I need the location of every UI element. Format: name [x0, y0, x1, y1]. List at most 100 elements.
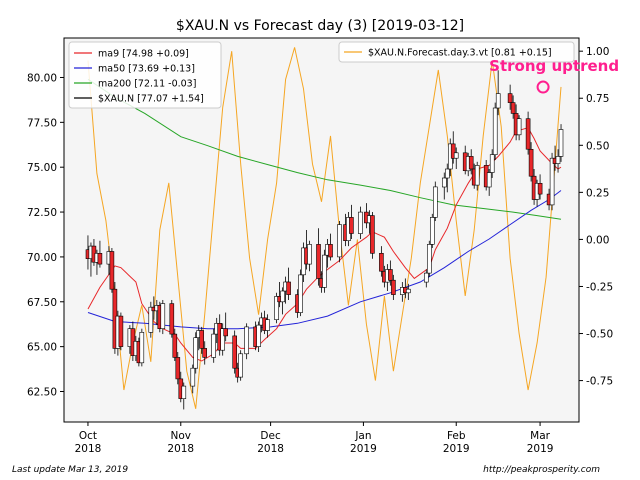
- candle: [450, 131, 456, 164]
- candle-body: [172, 333, 178, 358]
- annotation-text: Strong uptrend: [489, 57, 619, 75]
- candle: [139, 328, 145, 367]
- candle: [555, 149, 561, 173]
- forecast-line: [87, 47, 562, 409]
- candle: [109, 247, 115, 293]
- candle-body: [495, 93, 501, 109]
- y-left-tick-label: 65.00: [27, 342, 57, 354]
- candle: [118, 312, 124, 351]
- legend-left-box: [68, 41, 222, 109]
- legend-label: ma9 [74.98 +0.09]: [98, 49, 189, 60]
- candle-body: [328, 244, 333, 258]
- candle: [220, 323, 225, 356]
- candle: [169, 299, 175, 338]
- candle: [190, 364, 196, 394]
- candle-body: [489, 154, 495, 173]
- candle: [441, 172, 447, 200]
- candle: [426, 240, 432, 277]
- candle: [256, 321, 261, 353]
- candle-body: [223, 328, 228, 337]
- candle-body: [429, 217, 435, 245]
- candle: [423, 269, 429, 288]
- candle: [525, 111, 531, 155]
- candle-body: [444, 168, 450, 179]
- candle-body: [169, 303, 175, 335]
- candle: [211, 328, 216, 363]
- legend-right-box: [338, 41, 575, 63]
- candle: [349, 204, 354, 239]
- candle: [495, 70, 501, 116]
- footer-last-update: Last update Mar 13, 2019: [12, 465, 128, 475]
- footer-source-url: http://peakprosperity.com: [483, 465, 600, 475]
- x-tick-month: Nov: [171, 430, 192, 442]
- candle-body: [286, 281, 291, 295]
- candle-body: [298, 274, 303, 313]
- candle-body: [528, 149, 534, 177]
- chart-title: $XAU.N vs Forecast day (3) [2019-03-12]: [176, 18, 464, 34]
- candle-body: [349, 217, 354, 234]
- candle-body: [423, 272, 429, 283]
- candle: [202, 341, 207, 365]
- x-tick-year: 2019: [443, 443, 470, 455]
- candle: [510, 95, 516, 119]
- candle: [507, 84, 513, 110]
- candle: [232, 330, 237, 374]
- axes: Oct2018Nov2018Dec2018Jan2019Feb2019Mar20…: [27, 46, 613, 455]
- candle: [486, 168, 492, 196]
- forecast-series: [87, 47, 562, 409]
- candle-body: [537, 183, 543, 195]
- y-right-tick-label: 0.50: [586, 140, 609, 152]
- candle-body: [232, 335, 237, 369]
- candle-body: [190, 367, 196, 387]
- candle: [298, 269, 303, 317]
- candle-body: [211, 333, 216, 358]
- candle-body: [555, 156, 561, 164]
- candle: [468, 149, 474, 175]
- legend-left: ma9 [74.98 +0.09] ma50 [73.69 +0.13] ma200…: [68, 41, 222, 109]
- candle: [172, 328, 178, 361]
- y-left-tick-label: 62.50: [27, 386, 57, 398]
- y-left-tick-label: 77.50: [27, 117, 57, 129]
- candle-body: [322, 254, 327, 288]
- candle-body: [516, 118, 522, 136]
- candle-body: [388, 269, 393, 281]
- candle: [474, 161, 480, 191]
- x-tick-month: Oct: [79, 430, 97, 442]
- candle: [528, 142, 534, 182]
- candle-body: [265, 319, 270, 331]
- y-right-tick-label: -0.50: [586, 329, 613, 341]
- candle: [358, 206, 363, 239]
- y-right-tick-label: 0.75: [586, 93, 609, 105]
- candle-body: [432, 186, 438, 218]
- candle: [223, 312, 228, 342]
- candle-body: [97, 253, 103, 265]
- candle: [316, 228, 321, 286]
- candle-body: [525, 118, 531, 150]
- x-tick-year: 2018: [257, 443, 284, 455]
- candle: [322, 249, 327, 293]
- candle-body: [549, 157, 555, 206]
- candle: [558, 124, 564, 162]
- y-right-tick-label: -0.75: [586, 376, 613, 388]
- candle-body: [307, 244, 312, 265]
- candle-body: [453, 152, 459, 159]
- annotation-marker: [536, 80, 550, 94]
- candle-body: [558, 129, 564, 157]
- candle-body: [426, 244, 432, 274]
- candle-body: [238, 353, 243, 378]
- candle: [537, 174, 543, 200]
- candle: [181, 382, 187, 410]
- candle: [274, 292, 279, 324]
- legend-label: ma50 [73.69 +0.13]: [98, 64, 195, 75]
- candle-body: [492, 107, 498, 156]
- candle-body: [193, 337, 198, 369]
- candle: [265, 314, 270, 338]
- candle: [328, 233, 333, 261]
- candle-body: [160, 303, 166, 330]
- candle: [193, 332, 198, 374]
- candle: [97, 240, 103, 268]
- candle-body: [468, 156, 474, 170]
- candle: [148, 301, 154, 338]
- candle-body: [244, 326, 249, 355]
